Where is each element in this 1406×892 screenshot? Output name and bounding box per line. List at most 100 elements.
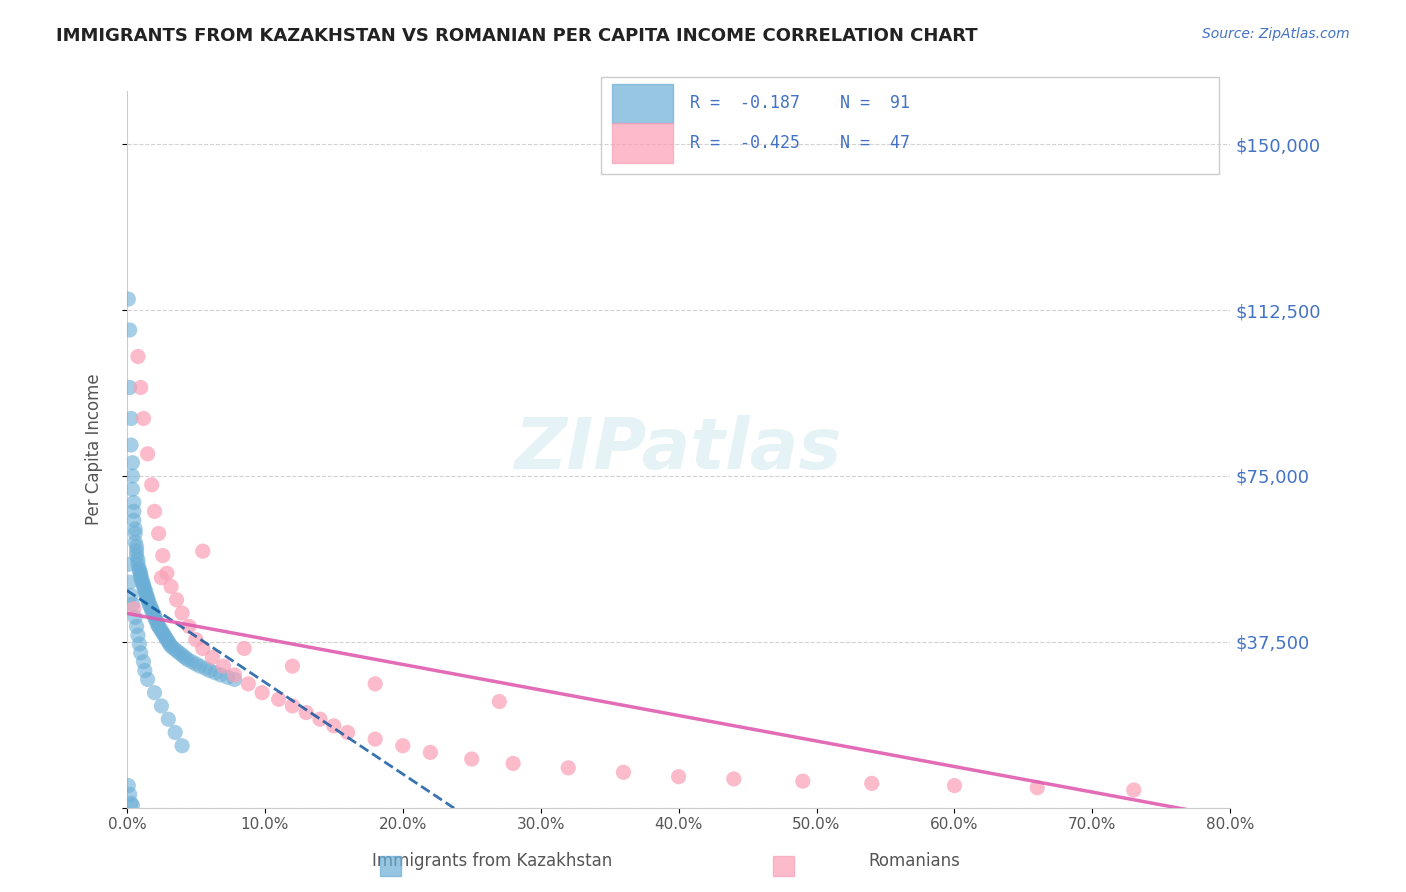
Point bbox=[159, 637, 181, 651]
Point bbox=[124, 522, 146, 536]
Point bbox=[157, 635, 180, 649]
Point bbox=[157, 712, 180, 726]
Point bbox=[309, 712, 332, 726]
Point bbox=[198, 664, 221, 678]
Point bbox=[612, 765, 634, 780]
Point bbox=[502, 756, 524, 771]
Point bbox=[173, 650, 195, 665]
Point bbox=[121, 469, 143, 483]
Point bbox=[120, 438, 142, 452]
Text: Source: ZipAtlas.com: Source: ZipAtlas.com bbox=[1202, 27, 1350, 41]
Point bbox=[125, 549, 148, 563]
Point bbox=[138, 597, 160, 611]
Point bbox=[143, 610, 166, 624]
Text: ZIPatlas: ZIPatlas bbox=[515, 415, 842, 484]
Point bbox=[224, 673, 246, 687]
Point bbox=[166, 643, 188, 657]
Bar bbox=[613, 123, 673, 163]
Point bbox=[125, 619, 148, 633]
Point bbox=[281, 659, 304, 673]
Point bbox=[129, 568, 152, 582]
Point bbox=[488, 694, 510, 708]
Point bbox=[139, 599, 162, 614]
Text: R =  -0.425    N =  47: R = -0.425 N = 47 bbox=[690, 134, 910, 152]
Point bbox=[141, 604, 163, 618]
Point bbox=[127, 628, 149, 642]
Point bbox=[322, 719, 344, 733]
Point bbox=[180, 655, 202, 669]
Point bbox=[131, 575, 153, 590]
Point bbox=[136, 447, 159, 461]
Point bbox=[156, 566, 179, 581]
Point bbox=[209, 668, 232, 682]
Point bbox=[160, 580, 183, 594]
Point bbox=[120, 797, 142, 811]
Point bbox=[121, 597, 143, 611]
Point bbox=[132, 580, 155, 594]
Point bbox=[118, 380, 141, 394]
Point bbox=[129, 566, 152, 581]
Point bbox=[146, 615, 169, 629]
Point bbox=[172, 739, 194, 753]
Point bbox=[149, 622, 172, 636]
Point bbox=[150, 571, 173, 585]
Point bbox=[128, 562, 150, 576]
Point bbox=[120, 411, 142, 425]
Point bbox=[155, 631, 177, 645]
Y-axis label: Per Capita Income: Per Capita Income bbox=[86, 374, 103, 525]
Point bbox=[943, 779, 966, 793]
Point bbox=[118, 788, 141, 802]
Point bbox=[153, 628, 176, 642]
Point bbox=[143, 608, 166, 623]
Point bbox=[134, 584, 156, 599]
Point bbox=[233, 641, 256, 656]
Point bbox=[152, 626, 174, 640]
Bar bbox=[602, 77, 1219, 174]
Point bbox=[224, 668, 246, 682]
Point bbox=[250, 686, 273, 700]
Point bbox=[364, 732, 387, 747]
Point bbox=[125, 540, 148, 554]
Bar bbox=[613, 84, 673, 123]
Point bbox=[135, 588, 157, 602]
Point bbox=[188, 659, 211, 673]
Point bbox=[131, 573, 153, 587]
Point bbox=[461, 752, 484, 766]
Point bbox=[172, 648, 194, 662]
Point bbox=[184, 632, 207, 647]
Point bbox=[136, 591, 159, 605]
Point bbox=[127, 558, 149, 572]
Point bbox=[117, 779, 139, 793]
Point bbox=[124, 610, 146, 624]
Point bbox=[121, 456, 143, 470]
Point bbox=[125, 544, 148, 558]
Point bbox=[184, 657, 207, 671]
Point bbox=[132, 411, 155, 425]
Point bbox=[118, 575, 141, 590]
Point bbox=[295, 706, 318, 720]
Point bbox=[132, 577, 155, 591]
Point bbox=[132, 655, 155, 669]
Point bbox=[150, 624, 173, 638]
Point bbox=[165, 725, 187, 739]
Point bbox=[148, 619, 170, 633]
Point bbox=[120, 588, 142, 602]
Point bbox=[152, 549, 174, 563]
Point bbox=[127, 350, 149, 364]
Point bbox=[117, 558, 139, 572]
Point bbox=[723, 772, 745, 786]
Point bbox=[135, 586, 157, 600]
Point bbox=[128, 564, 150, 578]
Point bbox=[124, 526, 146, 541]
Point bbox=[117, 292, 139, 306]
Point bbox=[134, 582, 156, 596]
Point bbox=[127, 553, 149, 567]
Point bbox=[145, 613, 167, 627]
Point bbox=[163, 641, 186, 656]
Point bbox=[194, 661, 217, 675]
Point bbox=[121, 798, 143, 813]
Point bbox=[172, 606, 194, 620]
Point bbox=[122, 601, 145, 615]
Point bbox=[136, 673, 159, 687]
Point bbox=[142, 606, 165, 620]
